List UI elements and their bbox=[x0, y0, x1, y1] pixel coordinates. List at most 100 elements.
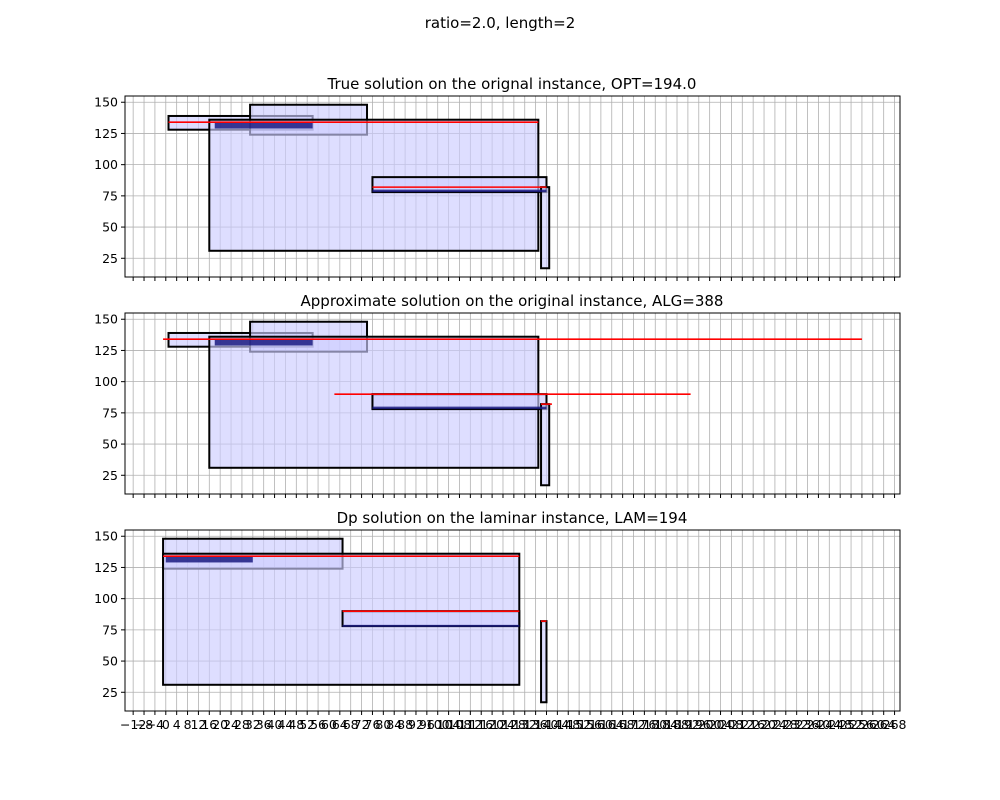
x-tick-label: 208 bbox=[719, 717, 743, 732]
interval-rectangle bbox=[540, 186, 551, 270]
x-tick-label: 128 bbox=[502, 717, 526, 732]
x-tick-label: 212 bbox=[730, 717, 754, 732]
y-tick-label: 25 bbox=[102, 251, 118, 266]
x-tick-label: 92 bbox=[408, 717, 424, 732]
x-tick-label: 64 bbox=[332, 717, 348, 732]
x-tick-label: 96 bbox=[419, 717, 435, 732]
y-tick-label: 125 bbox=[94, 560, 118, 575]
x-tick-label: 268 bbox=[883, 717, 907, 732]
x-tick-label: 84 bbox=[386, 717, 402, 732]
panel-laminar-solution: Dp solution on the laminar instance, LAM… bbox=[94, 509, 906, 732]
x-tick-label: 28 bbox=[234, 717, 250, 732]
panel-title: Approximate solution on the original ins… bbox=[301, 292, 724, 310]
panel-true-solution: True solution on the orignal instance, O… bbox=[94, 75, 901, 281]
axes-frame bbox=[124, 529, 901, 712]
x-tick-label: 252 bbox=[839, 717, 863, 732]
x-tick-label: 116 bbox=[469, 717, 493, 732]
x-tick-label: 248 bbox=[828, 717, 852, 732]
x-tick-label: 148 bbox=[556, 717, 580, 732]
x-tick-label: 56 bbox=[310, 717, 326, 732]
x-tick-label: 108 bbox=[448, 717, 472, 732]
x-tick-label: 20 bbox=[212, 717, 228, 732]
y-tick-label: 75 bbox=[102, 405, 118, 420]
interval-rectangle bbox=[540, 620, 548, 704]
x-tick-label: 112 bbox=[458, 717, 482, 732]
x-tick-label: −4 bbox=[146, 717, 164, 732]
x-tick-label: 12 bbox=[190, 717, 206, 732]
figure-suptitle: ratio=2.0, length=2 bbox=[425, 14, 575, 32]
interval-rectangle bbox=[540, 403, 551, 487]
x-tick-label: −12 bbox=[120, 717, 146, 732]
x-tick-label: 48 bbox=[288, 717, 304, 732]
x-tick-label: 80 bbox=[375, 717, 391, 732]
x-tick-label: 68 bbox=[343, 717, 359, 732]
y-tick-label: 50 bbox=[102, 437, 118, 452]
axes-frame bbox=[124, 95, 901, 278]
x-tick-label: 220 bbox=[752, 717, 776, 732]
x-tick-label: 180 bbox=[643, 717, 667, 732]
x-tick-label: 204 bbox=[709, 717, 733, 732]
x-tick-label: 232 bbox=[785, 717, 809, 732]
overlap-band bbox=[372, 189, 547, 193]
x-tick-label: 240 bbox=[806, 717, 830, 732]
x-tick-label: 200 bbox=[698, 717, 722, 732]
y-tick-label: 75 bbox=[102, 622, 118, 637]
y-tick-label: 125 bbox=[94, 126, 118, 141]
overlap-band bbox=[372, 406, 547, 410]
x-tick-label: 8 bbox=[184, 717, 192, 732]
x-tick-label: 264 bbox=[872, 717, 896, 732]
x-tick-label: 88 bbox=[397, 717, 413, 732]
x-tick-label: 132 bbox=[513, 717, 537, 732]
axes-frame bbox=[124, 312, 901, 495]
overlap-band bbox=[165, 556, 253, 563]
x-tick-label: 192 bbox=[676, 717, 700, 732]
x-tick-label: 152 bbox=[567, 717, 591, 732]
x-tick-label: 236 bbox=[796, 717, 820, 732]
y-tick-label: 25 bbox=[102, 685, 118, 700]
x-tick-label: 244 bbox=[817, 717, 841, 732]
x-tick-label: 44 bbox=[277, 717, 293, 732]
x-tick-label: 172 bbox=[622, 717, 646, 732]
x-tick-label: 160 bbox=[589, 717, 613, 732]
x-tick-label: 176 bbox=[632, 717, 656, 732]
x-tick-label: −8 bbox=[135, 717, 153, 732]
x-tick-label: 124 bbox=[491, 717, 515, 732]
x-tick-label: 256 bbox=[850, 717, 874, 732]
x-tick-label: 40 bbox=[267, 717, 283, 732]
y-tick-label: 100 bbox=[94, 374, 118, 389]
x-tick-label: 60 bbox=[321, 717, 337, 732]
x-tick-label: 140 bbox=[535, 717, 559, 732]
x-tick-label: 76 bbox=[365, 717, 381, 732]
y-tick-label: 25 bbox=[102, 468, 118, 483]
x-tick-label: 188 bbox=[665, 717, 689, 732]
x-tick-label: 164 bbox=[600, 717, 624, 732]
overlap-band bbox=[342, 624, 520, 627]
x-tick-label: 4 bbox=[173, 717, 181, 732]
x-tick-label: 104 bbox=[437, 717, 461, 732]
x-tick-label: 32 bbox=[245, 717, 261, 732]
x-tick-label: 228 bbox=[774, 717, 798, 732]
panel-title: Dp solution on the laminar instance, LAM… bbox=[337, 509, 688, 527]
x-tick-label: 196 bbox=[687, 717, 711, 732]
y-tick-label: 150 bbox=[94, 95, 118, 110]
x-tick-label: 224 bbox=[763, 717, 787, 732]
y-tick-label: 100 bbox=[94, 591, 118, 606]
y-tick-label: 100 bbox=[94, 157, 118, 172]
y-tick-label: 150 bbox=[94, 529, 118, 544]
x-tick-label: 184 bbox=[654, 717, 678, 732]
x-tick-label: 136 bbox=[524, 717, 548, 732]
x-tick-label: 72 bbox=[354, 717, 370, 732]
x-tick-label: 260 bbox=[861, 717, 885, 732]
panel-approximate-solution: Approximate solution on the original ins… bbox=[94, 292, 901, 498]
x-tick-label: 16 bbox=[201, 717, 217, 732]
x-tick-label: 100 bbox=[426, 717, 450, 732]
x-tick-label: 168 bbox=[611, 717, 635, 732]
x-tick-label: 120 bbox=[480, 717, 504, 732]
x-tick-label: 216 bbox=[741, 717, 765, 732]
y-tick-label: 125 bbox=[94, 343, 118, 358]
x-tick-label: 144 bbox=[545, 717, 569, 732]
x-tick-label: 52 bbox=[299, 717, 315, 732]
overlap-band bbox=[214, 122, 313, 129]
y-tick-label: 50 bbox=[102, 220, 118, 235]
